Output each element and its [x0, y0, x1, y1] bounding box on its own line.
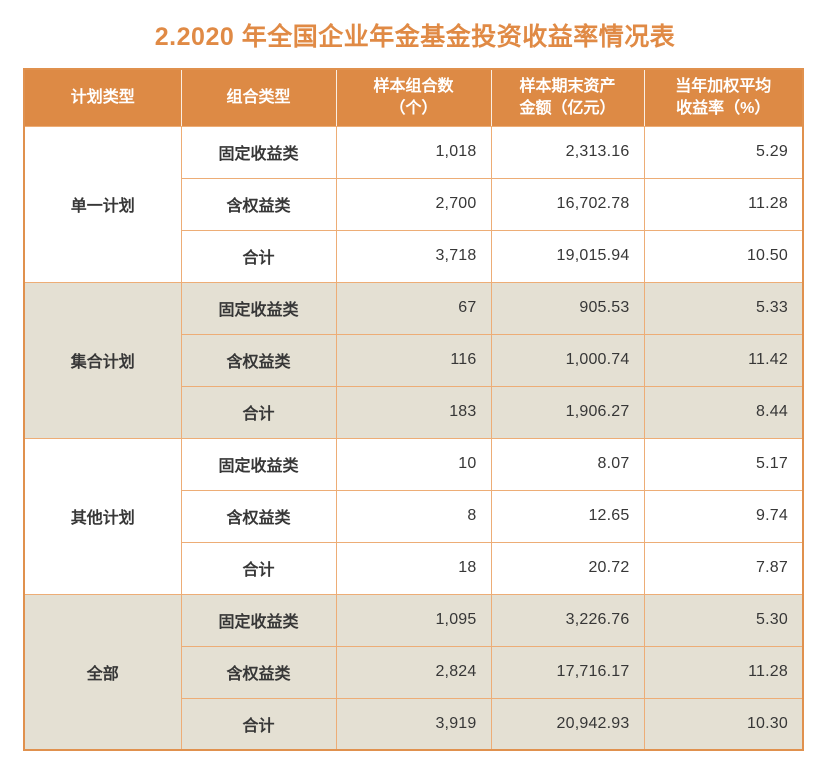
portfolio-type-cell: 含权益类 [180, 177, 337, 231]
sample-count-cell: 116 [335, 333, 492, 387]
avg-return-cell: 11.28 [643, 177, 804, 231]
table-header-row: 计划类型 组合类型 样本组合数 （个） 样本期末资产 金额（亿元） 当年加权平均… [24, 69, 803, 127]
col-header-avg-return: 当年加权平均 收益率（%） [644, 69, 803, 127]
assets-end-cell: 3,226.76 [490, 593, 645, 647]
avg-return-cell: 5.29 [643, 125, 804, 179]
table-row: 含权益类 2,824 17,716.17 11.28 [24, 645, 804, 699]
assets-end-cell: 2,313.16 [490, 125, 645, 179]
avg-return-cell: 11.28 [643, 645, 804, 699]
avg-return-cell: 10.30 [643, 697, 804, 751]
avg-return-cell: 7.87 [643, 541, 804, 595]
col-header-portfolio-type: 组合类型 [181, 69, 337, 127]
plan-type-cell-other: 其他计划 [23, 437, 182, 595]
table-row: 合计 3,718 19,015.94 10.50 [24, 229, 804, 283]
avg-return-cell: 9.74 [643, 489, 804, 543]
portfolio-type-cell: 合计 [180, 385, 337, 439]
assets-end-cell: 12.65 [490, 489, 645, 543]
sample-count-cell: 183 [335, 385, 492, 439]
portfolio-type-cell: 固定收益类 [180, 593, 337, 647]
table-row: 合计 3,919 20,942.93 10.30 [24, 697, 804, 751]
table-row: 合计 18 20.72 7.87 [24, 541, 804, 595]
portfolio-type-cell: 合计 [180, 541, 337, 595]
avg-return-cell: 10.50 [643, 229, 804, 283]
assets-end-cell: 1,000.74 [490, 333, 645, 387]
plan-type-cell-single: 单一计划 [23, 125, 182, 283]
table-row: 单一计划 固定收益类 1,018 2,313.16 5.29 [23, 125, 804, 283]
portfolio-type-cell: 含权益类 [180, 489, 337, 543]
sample-count-cell: 2,824 [335, 645, 492, 699]
col-header-sample-count: 样本组合数 （个） [336, 69, 492, 127]
assets-end-cell: 8.07 [490, 437, 645, 491]
table-row: 全部 固定收益类 1,095 3,226.76 5.30 [23, 593, 804, 751]
col-header-assets-end: 样本期末资产 金额（亿元） [491, 69, 645, 127]
sample-count-cell: 18 [335, 541, 492, 595]
portfolio-type-cell: 固定收益类 [180, 125, 337, 179]
sample-count-cell: 1,095 [335, 593, 492, 647]
assets-end-cell: 20.72 [490, 541, 645, 595]
assets-end-cell: 16,702.78 [490, 177, 645, 231]
portfolio-type-cell: 合计 [180, 697, 337, 751]
sample-count-cell: 8 [335, 489, 492, 543]
sample-count-cell: 2,700 [335, 177, 492, 231]
avg-return-cell: 5.30 [643, 593, 804, 647]
portfolio-type-cell: 合计 [180, 229, 337, 283]
avg-return-cell: 8.44 [643, 385, 804, 439]
table-row: 含权益类 2,700 16,702.78 11.28 [24, 177, 804, 231]
avg-return-cell: 5.33 [643, 281, 804, 335]
sample-count-cell: 3,919 [335, 697, 492, 751]
col-header-plan-type: 计划类型 [24, 69, 182, 127]
sample-count-cell: 67 [335, 281, 492, 335]
portfolio-type-cell: 固定收益类 [180, 281, 337, 335]
annuity-return-table: 计划类型 组合类型 样本组合数 （个） 样本期末资产 金额（亿元） 当年加权平均… [23, 68, 804, 751]
assets-end-cell: 19,015.94 [490, 229, 645, 283]
portfolio-type-cell: 含权益类 [180, 333, 337, 387]
portfolio-type-cell: 含权益类 [180, 645, 337, 699]
avg-return-cell: 5.17 [643, 437, 804, 491]
sample-count-cell: 1,018 [335, 125, 492, 179]
table-row: 其他计划 固定收益类 10 8.07 5.17 [23, 437, 804, 595]
sample-count-cell: 10 [335, 437, 492, 491]
portfolio-type-cell: 固定收益类 [180, 437, 337, 491]
assets-end-cell: 17,716.17 [490, 645, 645, 699]
table-row: 集合计划 固定收益类 67 905.53 5.33 [23, 281, 804, 439]
assets-end-cell: 1,906.27 [490, 385, 645, 439]
table-row: 含权益类 116 1,000.74 11.42 [24, 333, 804, 387]
table-row: 含权益类 8 12.65 9.74 [24, 489, 804, 543]
assets-end-cell: 20,942.93 [490, 697, 645, 751]
table-row: 合计 183 1,906.27 8.44 [24, 385, 804, 439]
plan-type-cell-collective: 集合计划 [23, 281, 182, 439]
plan-type-cell-all: 全部 [23, 593, 182, 751]
avg-return-cell: 11.42 [643, 333, 804, 387]
page-title: 2.2020 年全国企业年金基金投资收益率情况表 [154, 23, 676, 51]
assets-end-cell: 905.53 [490, 281, 645, 335]
sample-count-cell: 3,718 [335, 229, 492, 283]
